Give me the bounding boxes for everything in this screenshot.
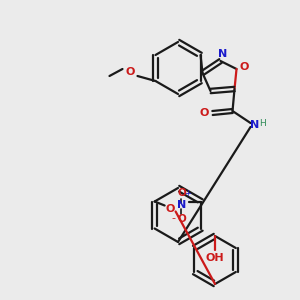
Text: O: O <box>166 205 175 214</box>
Text: O: O <box>177 214 186 224</box>
Text: N: N <box>250 120 259 130</box>
Text: N: N <box>177 200 186 211</box>
Text: H: H <box>259 118 266 127</box>
Text: O: O <box>240 62 249 72</box>
Text: +: + <box>184 189 191 198</box>
Text: N: N <box>218 49 227 59</box>
Text: -: - <box>171 214 176 224</box>
Text: OH: OH <box>206 253 224 263</box>
Text: O: O <box>200 108 209 118</box>
Text: O: O <box>126 67 135 77</box>
Text: O: O <box>177 188 186 197</box>
